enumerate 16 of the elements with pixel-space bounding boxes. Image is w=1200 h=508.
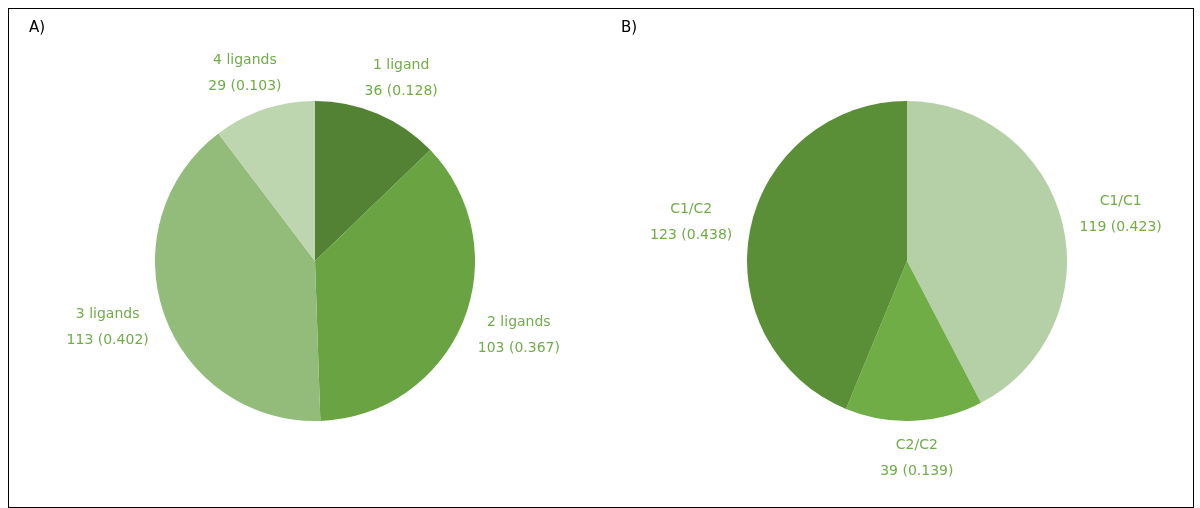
slice-label: C1/C1 (1099, 191, 1142, 208)
data-label: 103 (0.367) (477, 339, 560, 356)
data-label: 39 (0.139) (880, 462, 954, 479)
data-label: 29 (0.103) (208, 76, 282, 93)
slice-label: 2 ligands (487, 313, 551, 330)
slice-label: 3 ligands (75, 304, 140, 321)
chart-title: A) (29, 17, 46, 36)
slice-label: C1/C2 (670, 200, 713, 217)
slice-label: 1 ligand (372, 56, 430, 73)
data-label: 113 (0.402) (66, 330, 149, 347)
data-label: 123 (0.438) (650, 226, 733, 243)
data-label: 119 (0.423) (1079, 217, 1162, 234)
chart-title: B) (621, 17, 638, 36)
data-label: 36 (0.128) (364, 82, 438, 99)
slice-label: 4 ligands (213, 50, 277, 67)
slice-label: C2/C2 (895, 436, 938, 453)
